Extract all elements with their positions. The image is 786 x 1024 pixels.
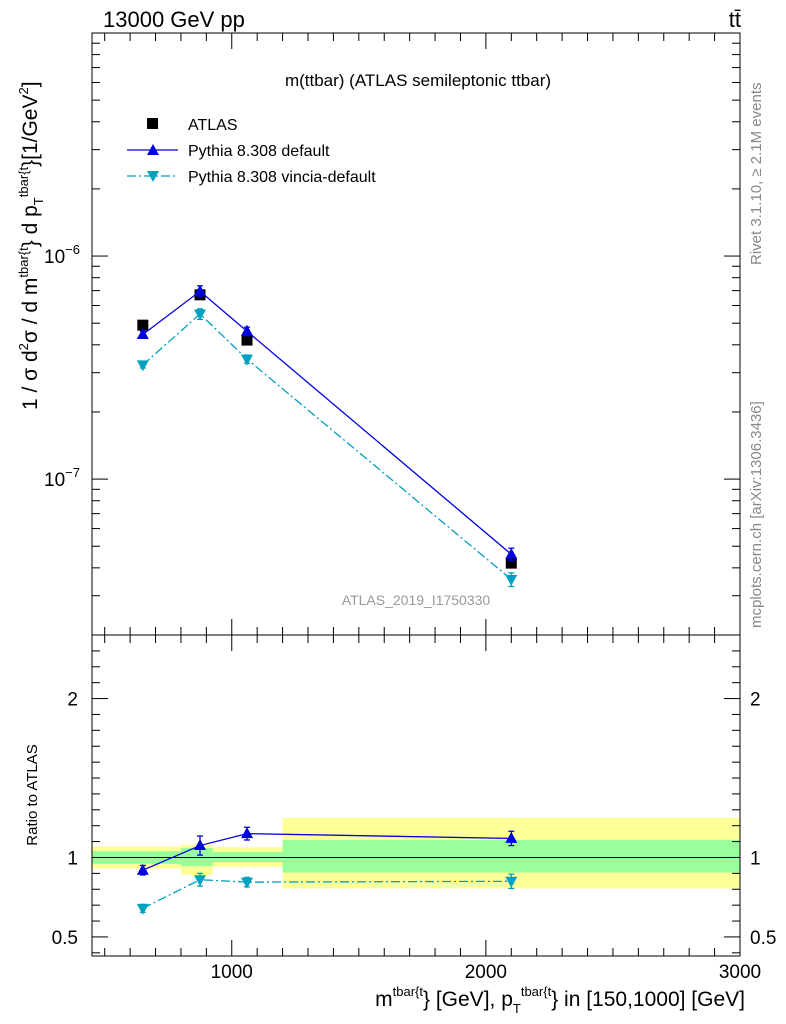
ylabel-sup: tbar{t [16, 247, 31, 278]
legend-item-pythia-default: Pythia 8.308 default [127, 143, 330, 160]
ylabel-sup: 2 [16, 87, 31, 94]
legend-marker-triangle-up [147, 144, 159, 155]
legend-label: Pythia 8.308 vincia-default [188, 169, 376, 186]
ylabel-part: σ / d m [19, 278, 42, 343]
rivet-label: Rivet 3.1.10, ≥ 2.1M events [748, 83, 765, 266]
main-y-axis-label: 1 / σ d2σ / d mtbar{t} d pTtbar{t}[1/GeV… [16, 81, 46, 410]
ylabel-sub: T [31, 197, 46, 205]
y-tick-label-right: 1 [750, 848, 761, 869]
y-tick-base: 10 [44, 470, 65, 491]
marker-triangle-down [241, 877, 254, 889]
legend-item-atlas: ATLAS [147, 117, 238, 134]
y-tick-label: 10−7 [44, 465, 80, 491]
y-tick-label: 10−6 [44, 242, 80, 268]
xlabel-part: m [375, 988, 393, 1011]
legend-marker-triangle-down [147, 171, 159, 182]
x-tick-label: 1000 [211, 962, 253, 983]
main-x-ticks [104, 33, 741, 635]
xlabel-part: } [GeV], p [423, 988, 513, 1011]
y-tick-label-right: 2 [750, 690, 761, 711]
chart-title: m(ttbar) (ATLAS semileptonic ttbar) [285, 71, 551, 90]
marker-square [137, 319, 149, 331]
series-line [142, 832, 512, 871]
ratio-bands-layer [92, 817, 740, 889]
y-tick-base: 10 [44, 247, 65, 268]
ylabel-part: } d p [19, 205, 42, 247]
marker-triangle-up [136, 327, 149, 339]
watermark: ATLAS_2019_I1750330 [342, 592, 491, 608]
header-left: 13000 GeV pp [103, 7, 245, 32]
marker-triangle-up [505, 831, 518, 843]
marker-triangle-down [194, 875, 206, 887]
ratio-panel: 1000 2000 3000 0.5 0.5 1 1 2 2 Ratio to ATLAS [24, 634, 776, 983]
marker-triangle-down [136, 360, 149, 372]
y-tick-label-left: 1 [67, 848, 78, 869]
legend-label: Pythia 8.308 default [188, 143, 330, 160]
ylabel-part: ] [19, 81, 42, 87]
marker-square [505, 557, 517, 569]
xlabel-part: } in [150,1000] [GeV] [551, 988, 745, 1011]
marker-triangle-up [241, 324, 254, 336]
marker-triangle-up [136, 863, 149, 875]
marker-triangle-down [241, 354, 254, 366]
ylabel-sup: 2 [16, 343, 31, 350]
ratio-frame [91, 634, 741, 957]
ylabel-sup: tbar{t [16, 167, 31, 198]
ylabel-part: }[1/GeV [19, 95, 42, 167]
legend: ATLAS Pythia 8.308 default Pythia 8.308 … [127, 117, 376, 186]
x-axis-label: mtbar{t} [GeV], pTtbar{t} in [150,1000] … [375, 984, 745, 1016]
ylabel-part: 1 / σ d [19, 350, 42, 410]
marker-triangle-up [194, 284, 206, 296]
marker-square [241, 334, 253, 346]
marker-triangle-down [194, 309, 206, 321]
x-tick-label: 2000 [465, 962, 507, 983]
marker-triangle-down [505, 876, 518, 888]
ratio-y-axis-label: Ratio to ATLAS [24, 744, 41, 845]
ratio-series-layer [136, 826, 518, 915]
series-line [142, 290, 512, 555]
marker-triangle-down [505, 574, 518, 586]
legend-item-pythia-vincia: Pythia 8.308 vincia-default [127, 169, 376, 186]
xlabel-sup: tbar{t [393, 984, 424, 999]
legend-label: ATLAS [188, 117, 238, 134]
marker-triangle-up [505, 547, 518, 559]
y-tick-label-left: 0.5 [52, 928, 78, 949]
header-right: tt̄ [729, 7, 741, 32]
ratio-x-ticks: 1000 2000 3000 [104, 635, 761, 983]
main-y-ticks: 10−710−6 [44, 32, 740, 636]
y-tick-exponent: −6 [65, 242, 80, 257]
main-panel: 10−710−6 m(ttbar) (ATLAS semileptonic tt… [16, 32, 741, 636]
x-tick-label: 3000 [719, 962, 761, 983]
xlabel-sup: tbar{t [521, 984, 552, 999]
ratio-y-ticks: 0.5 0.5 1 1 2 2 [52, 634, 776, 954]
main-series-layer [136, 284, 518, 588]
mcplots-label: mcplots.cern.ch [arXiv:1306.3436] [748, 401, 765, 628]
marker-triangle-down [136, 903, 149, 915]
series-line [142, 879, 512, 909]
y-tick-label-left: 2 [67, 690, 78, 711]
series-line [142, 313, 512, 580]
legend-marker-square [147, 118, 158, 129]
y-tick-label-right: 0.5 [750, 928, 776, 949]
xlabel-sub: T [513, 1001, 521, 1016]
y-tick-exponent: −7 [65, 465, 80, 480]
marker-triangle-up [194, 839, 206, 851]
marker-triangle-up [241, 827, 254, 839]
